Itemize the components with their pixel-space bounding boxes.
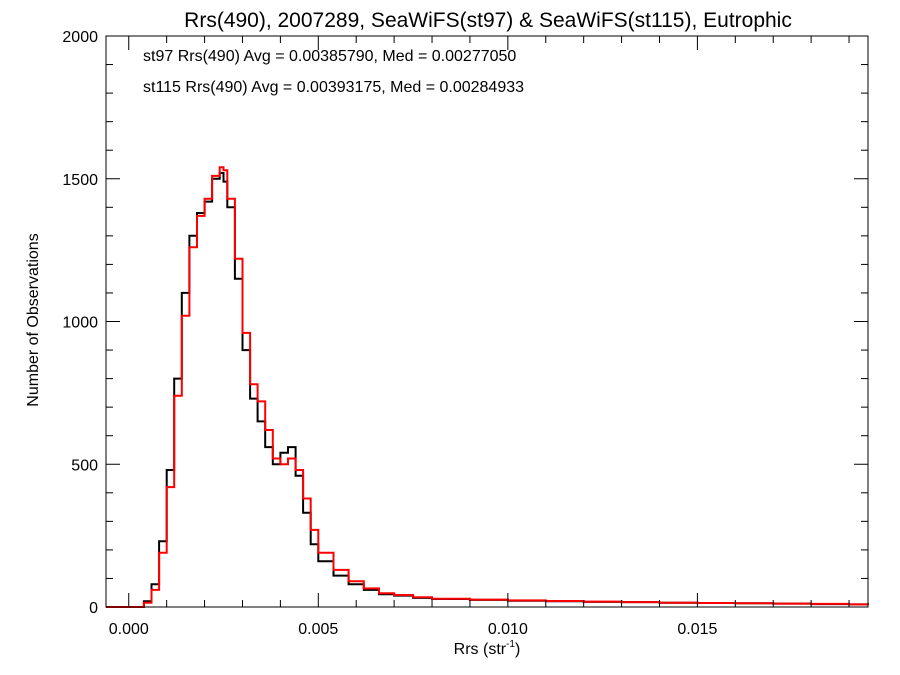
y-tick-label: 1000 [62, 315, 98, 332]
y-tick-label: 1500 [62, 172, 98, 189]
annotation-st115: st115 Rrs(490) Avg = 0.00393175, Med = 0… [143, 79, 524, 96]
series-layer [106, 166, 869, 608]
series-line-1 [106, 166, 869, 608]
x-axis-label-main: Rrs (str [454, 641, 507, 658]
x-tick-label: 0.010 [488, 621, 528, 638]
annotation-st97: st97 Rrs(490) Avg = 0.00385790, Med = 0.… [143, 48, 516, 65]
chart-title: Rrs(490), 2007289, SeaWiFS(st97) & SeaWi… [184, 9, 792, 32]
x-axis-label: Rrs (str-1) [454, 639, 521, 658]
y-tick-label: 2000 [62, 29, 98, 46]
y-axis-label: Number of Observations [25, 233, 42, 406]
plot-frame [105, 35, 869, 608]
y-tick-label: 500 [71, 457, 98, 474]
x-tick-label: 0.015 [677, 621, 717, 638]
y-tick-label: 0 [89, 600, 98, 617]
x-tick-label: 0.005 [298, 621, 338, 638]
x-axis-label-superscript: -1 [506, 639, 515, 650]
x-axis-label-close: ) [515, 641, 520, 658]
tick-layer: 0 500 1000 1500 2000 0.000 0.005 0.010 0.015 [62, 29, 868, 638]
x-tick-label: 0.000 [109, 621, 149, 638]
series-line-0 [106, 172, 869, 608]
